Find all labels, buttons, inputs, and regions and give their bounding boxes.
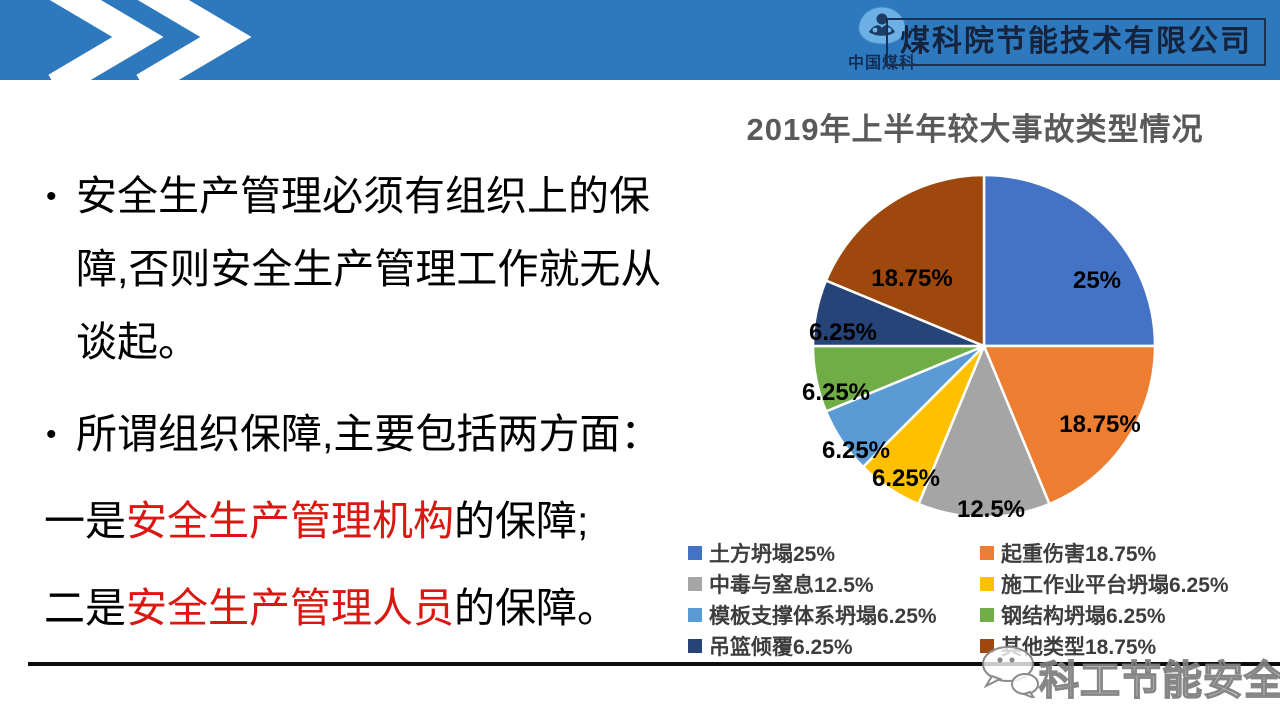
legend-label: 钢结构坍塌6.25%	[1001, 604, 1166, 628]
pie-slice-7	[824, 173, 986, 348]
watermark-text: 科工节能安全	[1038, 658, 1280, 704]
legend-swatch-icon	[688, 545, 702, 560]
legend-label: 施工作业平台坍塌6.25%	[1001, 573, 1229, 597]
paragraph2-text: 所谓组织保障,主要包括两方面：	[76, 411, 662, 457]
legend-item-1: 起重伤害18.75%	[980, 538, 1265, 568]
legend-item-5: 钢结构坍塌6.25%	[980, 600, 1265, 630]
legend-label: 吊篮倾覆6.25%	[709, 635, 853, 659]
legend-label: 中毒与窒息12.5%	[709, 573, 874, 597]
bullet-marker: •	[46, 180, 57, 213]
legend-label: 模板支撑体系坍塌6.25%	[709, 604, 937, 628]
bottom-divider-line	[28, 662, 1280, 666]
chart-legend: 土方坍塌25% 起重伤害18.75% 中毒与窒息12.5% 施工作业平台坍塌6.25%…	[688, 537, 1265, 661]
company-name: 煤科院节能技术有限公司	[900, 25, 1252, 58]
pie-slice-2	[916, 342, 1052, 519]
legend-swatch-icon	[980, 576, 994, 591]
legend-swatch-icon	[980, 545, 994, 560]
pie-slice-1	[982, 344, 1157, 506]
wechat-watermark: 科工节能安全	[975, 638, 1280, 708]
statement-line-1: 一是安全生产管理机构的保障;	[44, 485, 734, 558]
statement1-prefix: 一是	[44, 498, 126, 544]
coal-group-emblem-icon	[858, 6, 906, 45]
statement-line-2: 二是安全生产管理人员的保障。	[44, 572, 734, 645]
bullet-marker: •	[46, 418, 57, 451]
paragraph1-line1: 安全生产管理必须有组织上的保	[76, 173, 650, 219]
legend-swatch-icon	[688, 607, 702, 622]
statement1-suffix: 的保障;	[454, 498, 589, 544]
statement2-highlight: 安全生产管理人员	[126, 585, 454, 631]
legend-item-0: 土方坍塌25%	[688, 538, 980, 568]
logo-caption: 中国煤科	[847, 55, 916, 72]
statement1-highlight: 安全生产管理机构	[126, 498, 454, 544]
legend-label: 土方坍塌25%	[709, 542, 836, 566]
company-name-box: 煤科院节能技术有限公司	[886, 18, 1266, 66]
legend-label: 起重伤害18.75%	[1001, 542, 1157, 566]
legend-item-4: 模板支撑体系坍塌6.25%	[688, 600, 980, 630]
statement2-suffix: 的保障。	[454, 585, 618, 631]
statement2-prefix: 二是	[44, 585, 126, 631]
legend-item-6: 吊篮倾覆6.25%	[688, 631, 980, 661]
chart-title: 2019年上半年较大事故类型情况	[746, 112, 1204, 147]
legend-swatch-icon	[688, 576, 702, 591]
chevrons-decoration-icon	[48, 0, 252, 80]
legend-swatch-icon	[688, 638, 702, 653]
legend-swatch-icon	[980, 638, 994, 653]
bullet-paragraph-1: • 安全生产管理必须有组织上的保 障,否则安全生产管理工作就无从 谈起。	[44, 160, 734, 379]
bullet-paragraph-2: • 所谓组织保障,主要包括两方面：	[44, 398, 734, 471]
legend-item-3: 施工作业平台坍塌6.25%	[980, 569, 1265, 599]
legend-item-7: 其他类型18.75%	[980, 631, 1265, 661]
legend-swatch-icon	[980, 607, 994, 622]
company-logo: 中国煤科	[836, 6, 928, 73]
pie-slice-0	[982, 173, 1157, 348]
header-bar: 中国煤科 煤科院节能技术有限公司	[0, 0, 1280, 80]
legend-item-2: 中毒与窒息12.5%	[688, 569, 980, 599]
paragraph1-line2: 障,否则安全生产管理工作就无从	[76, 246, 662, 292]
wechat-icon	[982, 646, 1039, 698]
pie-chart	[811, 173, 1157, 519]
legend-label: 其他类型18.75%	[1001, 635, 1157, 659]
paragraph1-line3: 谈起。	[76, 319, 199, 365]
